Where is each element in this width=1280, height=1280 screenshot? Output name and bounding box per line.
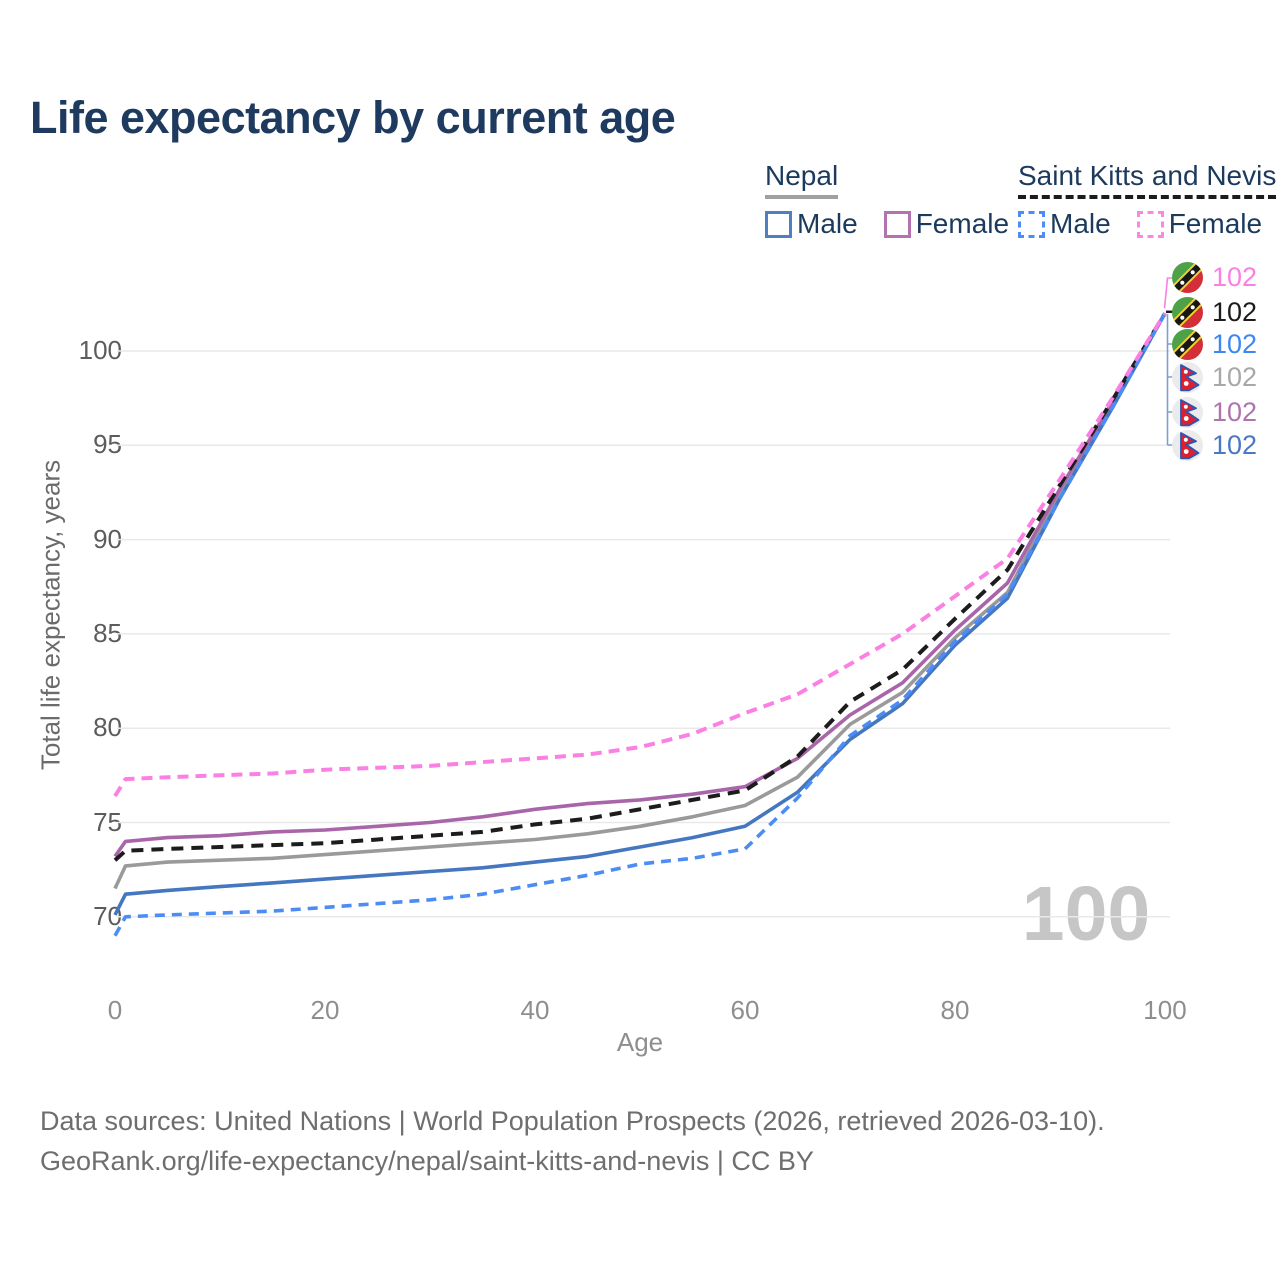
x-tick-label: 40 <box>520 995 550 1025</box>
nepal-flag-icon <box>1172 429 1203 461</box>
nepal-female-swatch <box>883 210 911 238</box>
y-tick-label: 100 <box>78 335 122 365</box>
skn-female-swatch <box>1136 210 1164 238</box>
legend-group-saint-kitts-and-nevis: Saint Kitts and Nevis Male Female <box>1018 160 1277 240</box>
end-value: 102 <box>1212 361 1258 392</box>
age-hover-indicator: 100 <box>1021 871 1151 957</box>
series-line-skn_female <box>113 312 1167 798</box>
end-label-row-skn-male: 102 <box>1172 328 1257 360</box>
end-label-row-nepal-male: 102 <box>1172 429 1257 461</box>
legend-item-nepal-female[interactable]: Female <box>883 208 1010 240</box>
end-label-row-nepal-total: 102 <box>1172 361 1257 393</box>
legend-group-title-nepal[interactable]: Nepal <box>765 160 839 199</box>
legend-item-label: Female <box>1168 208 1263 239</box>
end-value: 102 <box>1212 429 1258 460</box>
end-label-row-nepal-female: 102 <box>1172 396 1257 428</box>
y-tick-label: 85 <box>93 617 122 648</box>
series-line-skn_male <box>113 312 1167 937</box>
legend-item-skn-male[interactable]: Male <box>1018 208 1111 240</box>
series-line-skn_total <box>113 312 1167 862</box>
x-axis-title: Age <box>616 1027 664 1057</box>
series-line-nepal_male <box>113 312 1167 916</box>
legend-item-label: Female <box>915 208 1010 239</box>
legend-group-label: Nepal <box>765 160 839 191</box>
end-value: 102 <box>1212 261 1258 292</box>
legend-group-label: Saint Kitts and Nevis <box>1018 160 1277 191</box>
nepal-male-swatch <box>765 210 792 238</box>
saint-kitts-and-nevis-flag-icon <box>1172 296 1203 328</box>
x-tick-label: 0 <box>107 995 123 1025</box>
series-line-nepal_total <box>113 312 1167 890</box>
legend-group-nepal: Nepal Male Female <box>765 160 1009 240</box>
data-sources-text: Data sources: United Nations | World Pop… <box>40 1106 1105 1136</box>
end-value: 102 <box>1212 396 1258 427</box>
y-tick-label: 90 <box>93 523 122 554</box>
x-tick-label: 20 <box>310 995 340 1025</box>
x-tick-label: 80 <box>940 995 970 1025</box>
legend-item-skn-female[interactable]: Female <box>1136 208 1263 240</box>
page-title: Life expectancy by current age <box>30 92 676 143</box>
y-tick-label: 95 <box>93 429 122 460</box>
leader-skn-female <box>1163 277 1174 309</box>
nepal-flag-icon <box>1172 396 1203 428</box>
skn-male-swatch <box>1018 210 1045 238</box>
leader-bracket <box>1166 314 1174 446</box>
end-label-row-skn-total: 102 <box>1172 296 1257 328</box>
saint-kitts-and-nevis-flag-icon <box>1172 328 1203 360</box>
series-line-nepal_female <box>113 312 1167 858</box>
saint-kitts-and-nevis-flag-icon <box>1172 261 1203 293</box>
y-tick-label: 80 <box>93 712 122 743</box>
legend-item-nepal-male[interactable]: Male <box>765 208 858 240</box>
legend-item-label: Male <box>797 208 858 239</box>
x-tick-label: 60 <box>730 995 760 1025</box>
attribution-url-text: GeoRank.org/life-expectancy/nepal/saint-… <box>40 1146 814 1176</box>
y-tick-label: 75 <box>93 806 122 837</box>
y-tick-label: 70 <box>93 900 122 931</box>
legend-item-label: Male <box>1050 208 1111 239</box>
nepal-flag-icon <box>1172 361 1203 393</box>
x-tick-label: 100 <box>1143 995 1187 1025</box>
end-value: 102 <box>1212 296 1258 327</box>
end-value: 102 <box>1212 328 1258 359</box>
end-label-row-skn-female: 102 <box>1172 261 1257 293</box>
legend-group-title-saint-kitts-and-nevis[interactable]: Saint Kitts and Nevis <box>1018 160 1277 199</box>
